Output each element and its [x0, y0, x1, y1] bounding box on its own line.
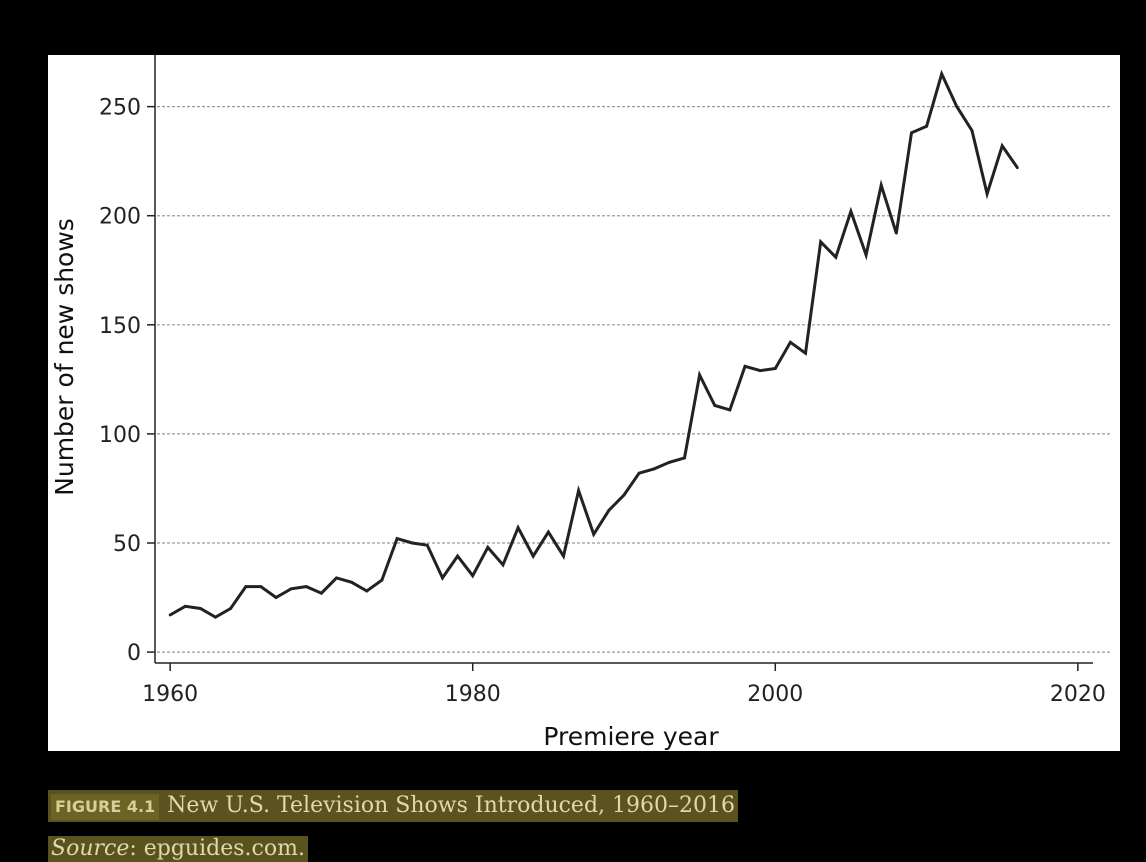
data-point-2015: [1000, 144, 1004, 148]
data-point-1987: [577, 489, 581, 493]
y-tick-label-100: 100: [99, 423, 141, 448]
data-point-1981: [486, 545, 490, 549]
figure-caption: FIGURE 4.1 New U.S. Television Shows Intr…: [48, 790, 738, 822]
data-point-1961: [183, 604, 187, 608]
data-point-1997: [728, 408, 732, 412]
data-point-1966: [259, 585, 263, 589]
data-point-1978: [441, 576, 444, 580]
figure-label: FIGURE 4.1: [51, 794, 160, 820]
data-point-1998: [743, 364, 747, 368]
data-point-1991: [637, 471, 641, 475]
figure-source: Source: epguides.com.: [48, 836, 308, 862]
data-point-1967: [274, 596, 278, 599]
x-tick-label-1980: 1980: [445, 682, 501, 707]
data-point-1968: [289, 587, 293, 591]
data-point-2016: [1015, 166, 1019, 170]
y-tick-label-250: 250: [99, 96, 141, 121]
data-point-2012: [955, 105, 959, 109]
figure-title: New U.S. Television Shows Introduced, 19…: [167, 793, 735, 818]
source-label: Source: [51, 836, 130, 861]
data-point-1962: [198, 607, 202, 610]
data-point-1994: [683, 456, 686, 460]
axes: 0 50 100 150 200 250 1960 1980 2000 2020: [99, 55, 1106, 707]
data-point-2008: [894, 231, 898, 235]
data-point-1965: [244, 585, 248, 589]
chart-panel: 0 50 100 150 200 250 1960 1980 2000 2020 Premiere…: [48, 55, 1120, 751]
data-point-1976: [410, 541, 414, 545]
gridlines: [157, 106, 1110, 653]
data-point-1964: [229, 607, 233, 610]
data-point-2013: [970, 129, 974, 133]
data-point-1972: [350, 580, 354, 584]
data-point-1960: [168, 613, 172, 617]
data-point-2010: [925, 124, 928, 128]
data-point-1970: [320, 591, 323, 595]
data-point-1963: [214, 615, 217, 619]
x-tick-label-2000: 2000: [747, 682, 803, 707]
data-point-1988: [592, 532, 596, 536]
data-point-1985: [546, 530, 550, 534]
data-point-1984: [531, 554, 535, 558]
data-point-1982: [501, 563, 505, 567]
data-point-1989: [607, 508, 611, 512]
data-point-1973: [365, 589, 369, 593]
x-tick-label-2020: 2020: [1050, 682, 1106, 707]
y-tick-label-50: 50: [113, 532, 141, 557]
data-point-1992: [652, 467, 656, 471]
data-point-2006: [864, 253, 868, 257]
data-point-1999: [758, 369, 762, 373]
data-point-2014: [985, 192, 989, 196]
data-point-1979: [456, 554, 459, 558]
data-point-2002: [804, 351, 807, 355]
data-point-1974: [380, 578, 384, 582]
line-chart: 0 50 100 150 200 250 1960 1980 2000 2020 Premiere…: [50, 55, 1110, 751]
data-point-1996: [713, 404, 717, 407]
data-point-1995: [698, 373, 702, 377]
y-tick-label-150: 150: [99, 314, 141, 339]
data-point-1971: [335, 576, 338, 580]
data-point-1983: [516, 526, 520, 530]
data-point-2001: [789, 340, 792, 344]
data-point-2005: [849, 209, 853, 213]
y-tick-label-0: 0: [127, 641, 141, 666]
data-point-2000: [773, 367, 777, 370]
data-point-2009: [910, 131, 913, 135]
data-point-1975: [395, 537, 399, 541]
source-text: : epguides.com.: [129, 836, 305, 861]
data-point-1980: [471, 574, 475, 578]
data-point-2007: [879, 183, 883, 187]
data-point-2011: [940, 72, 944, 76]
x-axis-title: Premiere year: [543, 722, 719, 751]
y-axis-title: Number of new shows: [50, 218, 79, 496]
data-point-1990: [622, 493, 626, 497]
y-tick-label-200: 200: [99, 205, 141, 230]
x-tick-label-1960: 1960: [142, 682, 198, 707]
data-point-2003: [819, 240, 823, 244]
series-layer: [168, 69, 1019, 619]
data-point-1986: [562, 554, 565, 558]
data-point-1969: [304, 585, 308, 589]
series-line-0: [169, 69, 1019, 619]
data-point-1977: [425, 543, 429, 547]
data-point-1993: [667, 460, 671, 464]
data-point-2004: [834, 255, 838, 259]
